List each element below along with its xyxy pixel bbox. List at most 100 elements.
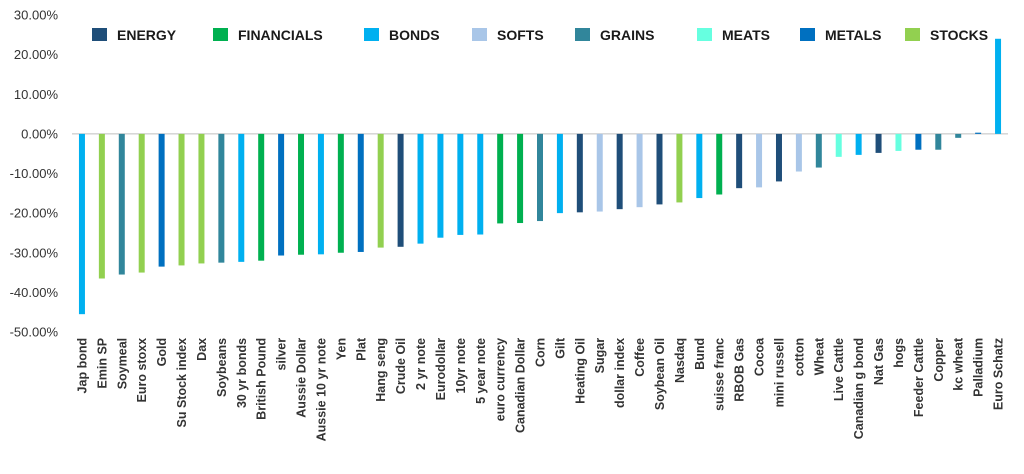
bar-hang-seng	[377, 133, 384, 248]
bar-canadian-dollar	[517, 133, 524, 224]
legend-swatch-softs	[472, 28, 487, 41]
bar-30-yr-bonds	[238, 133, 245, 262]
x-axis-labels: Jap bond Emin SP Soymeal Euro stoxx Gold Su S…	[75, 337, 1005, 442]
x-tick-label: mini russell	[772, 338, 786, 407]
bar-10yr-note	[457, 133, 464, 235]
bar-corn	[537, 133, 543, 222]
x-tick-label: Sugar	[593, 338, 607, 374]
bar-heating-oil	[576, 133, 583, 213]
bar-rbob-gas	[736, 133, 743, 189]
x-tick-label: 2 yr note	[414, 338, 428, 390]
bar-wheat	[815, 133, 822, 168]
bar-coffee	[636, 133, 643, 208]
legend-label-meats: MEATS	[722, 27, 770, 43]
bar-2-yr-note	[417, 133, 424, 244]
bar-live-cattle	[835, 133, 842, 157]
bar-hogs	[895, 133, 902, 151]
bar-euro-schatz	[995, 38, 1002, 134]
legend-label-grains: GRAINS	[600, 27, 654, 43]
x-tick-label: Feeder Cattle	[912, 338, 926, 417]
x-tick-label: Cocoa	[753, 337, 767, 376]
legend-swatch-energy	[92, 28, 107, 41]
x-tick-label: Su Stock index	[175, 338, 189, 428]
bar-suisse-franc	[716, 133, 723, 195]
bar-dax	[198, 133, 205, 264]
y-tick-label: 20.00%	[14, 47, 59, 62]
bar-nat-gas	[875, 133, 882, 153]
x-tick-label: cotton	[792, 338, 806, 376]
legend-swatch-financials	[213, 28, 228, 41]
x-tick-label: Canadian g bond	[852, 338, 866, 439]
x-tick-label: kc wheat	[952, 337, 966, 391]
bar-gilt	[556, 133, 563, 214]
x-tick-label: Hang seng	[374, 338, 388, 402]
x-tick-label: Corn	[534, 338, 548, 367]
bar-silver	[278, 133, 285, 256]
bar-5-year-note	[477, 133, 484, 235]
legend-label-energy: ENERGY	[117, 27, 177, 43]
bar-aussie-10-yr-note	[317, 133, 324, 255]
bar-emin-sp	[98, 133, 105, 279]
legend-swatch-grains	[575, 28, 590, 41]
y-tick-label: 10.00%	[14, 87, 59, 102]
bar-kc-wheat	[955, 133, 962, 138]
legend-swatch-metals	[800, 28, 815, 41]
bar-aussie-dollar	[298, 133, 305, 255]
bar-dollar-index	[616, 133, 623, 210]
x-tick-label: Heating Oil	[573, 338, 587, 404]
x-tick-label: Bund	[693, 338, 707, 370]
legend-label-softs: SOFTS	[497, 27, 544, 43]
x-tick-label: Dax	[195, 338, 209, 361]
x-tick-label: Crude Oil	[394, 338, 408, 394]
x-tick-label: Gilt	[553, 337, 567, 359]
x-tick-label: Soymeal	[115, 338, 129, 389]
x-tick-label: 30 yr bonds	[235, 338, 249, 408]
x-tick-label: British Pound	[255, 338, 269, 420]
y-tick-label: -50.00%	[10, 325, 59, 340]
x-tick-label: 5 year note	[474, 338, 488, 404]
x-tick-label: Canadian Dollar	[514, 338, 528, 433]
x-tick-label: Live Cattle	[832, 338, 846, 401]
bar-canadian-g-bond	[855, 133, 862, 155]
y-tick-label: -30.00%	[10, 245, 59, 260]
x-tick-label: dollar index	[613, 338, 627, 408]
x-tick-label: silver	[275, 338, 289, 371]
x-tick-label: Copper	[932, 338, 946, 382]
bar-crude-oil	[397, 133, 404, 247]
y-tick-label: 30.00%	[14, 8, 59, 23]
x-tick-label: suisse franc	[713, 338, 727, 411]
x-tick-label: Aussie Dollar	[295, 338, 309, 418]
legend-label-stocks: STOCKS	[930, 27, 988, 43]
x-tick-label: Euro Schatz	[992, 338, 1006, 410]
x-tick-label: Coffee	[633, 338, 647, 377]
bar-euro-currency	[497, 133, 504, 224]
x-tick-label: Jap bond	[75, 338, 89, 394]
bar-cotton	[795, 133, 802, 172]
bar-cocoa	[756, 133, 763, 188]
x-tick-label: Emin SP	[95, 338, 109, 389]
chart-legend: ENERGY FINANCIALS BONDS SOFTS GRAINS MEATS MET…	[92, 27, 988, 43]
x-tick-label: Wheat	[812, 337, 826, 375]
legend-swatch-stocks	[905, 28, 920, 41]
x-tick-label: euro currency	[494, 338, 508, 421]
x-tick-label: Eurodollar	[434, 338, 448, 401]
x-tick-label: Soybeans	[215, 338, 229, 397]
x-tick-label: Soybean Oil	[653, 338, 667, 410]
legend-label-bonds: BONDS	[389, 27, 440, 43]
y-tick-label: -20.00%	[10, 206, 59, 221]
x-tick-label: RBOB Gas	[733, 338, 747, 402]
bar-yen	[337, 133, 344, 253]
legend-label-financials: FINANCIALS	[238, 27, 323, 43]
legend-swatch-meats	[697, 28, 712, 41]
y-tick-label: -40.00%	[10, 285, 59, 300]
y-tick-label: 0.00%	[21, 126, 58, 141]
legend-label-metals: METALS	[825, 27, 882, 43]
bar-mini-russell	[775, 133, 782, 182]
bar-sugar	[596, 133, 603, 212]
bar-british-pound	[258, 133, 265, 261]
y-axis: 30.00% 20.00% 10.00% 0.00% -10.00% -20.00% -30…	[10, 8, 59, 340]
x-tick-label: Plat	[354, 337, 368, 361]
x-tick-label: 10yr note	[454, 338, 468, 394]
x-tick-label: Nasdaq	[673, 338, 687, 383]
